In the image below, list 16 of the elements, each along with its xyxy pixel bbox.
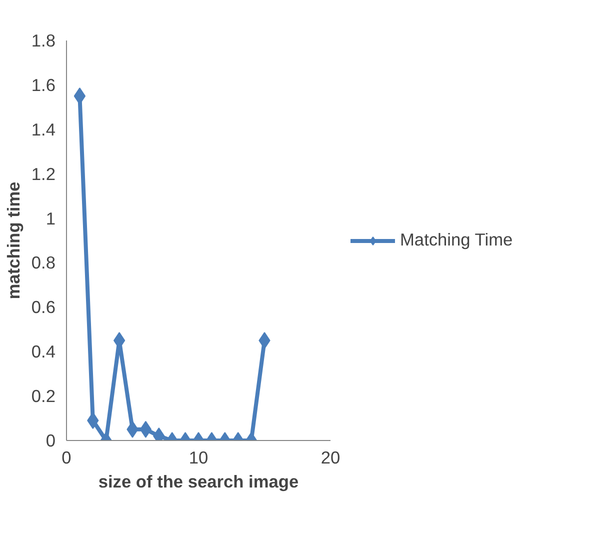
y-tick-label: 0.2 (31, 386, 56, 406)
y-tick-label: 1.6 (31, 74, 56, 95)
y-tick-label: 0 (46, 430, 56, 450)
x-tick-label: 0 (62, 448, 72, 468)
y-tick-label: 1 (46, 208, 56, 228)
y-tick-label: 1.8 (31, 30, 56, 50)
x-axis-title: size of the search image (98, 472, 300, 492)
y-tick-label: 1.4 (31, 119, 56, 140)
y-tick-label: 0.8 (31, 252, 56, 273)
y-tick-label: 1.2 (31, 164, 56, 184)
y-axis-title: matching time (3, 181, 24, 300)
legend-label: Matching Time (400, 230, 513, 250)
x-tick-label: 20 (320, 448, 340, 468)
x-tick-label: 10 (188, 448, 208, 468)
y-tick-label: 0.6 (31, 297, 56, 318)
y-tick-label: 0.4 (31, 342, 56, 362)
